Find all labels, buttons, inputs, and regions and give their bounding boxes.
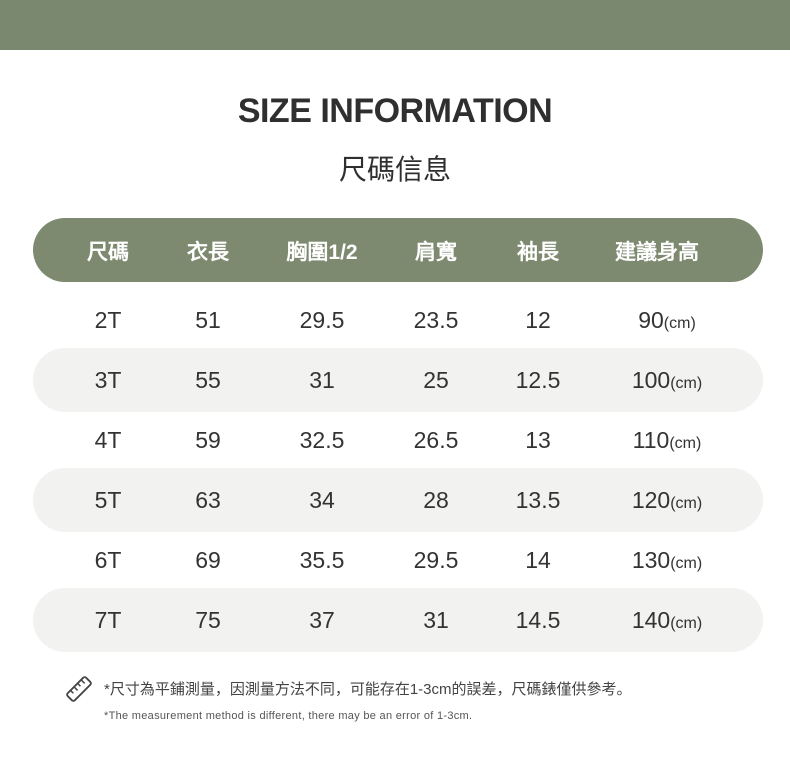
table-row: 3T 55 31 25 12.5 100(cm) [33, 348, 763, 412]
table-cell: 2T [95, 307, 122, 334]
table-cell: 31 [423, 607, 449, 634]
table-cell: 14 [525, 547, 551, 574]
cell-value: 55 [195, 367, 221, 393]
table-cell: 29.5 [414, 547, 459, 574]
cell-value: 31 [309, 367, 335, 393]
cell-value: 34 [309, 487, 335, 513]
table-cell: 34 [309, 487, 335, 514]
table-cell: 14.5 [516, 607, 561, 634]
table-cell: 7T [95, 607, 122, 634]
cell-value: 2T [94, 307, 122, 333]
unit-label: (cm) [670, 615, 703, 632]
cell-value: 130 [631, 547, 671, 573]
cell-value: 5T [94, 487, 122, 513]
cell-value: 12 [525, 307, 551, 333]
table-header: 尺碼 衣長 胸圍1/2 肩寬 袖長 建議身高 [33, 218, 763, 282]
table-cell: 25 [423, 367, 449, 394]
cell-value: 3T [94, 367, 122, 393]
column-header: 衣長 [187, 241, 229, 264]
measurement-note-en: *The measurement method is different, th… [104, 710, 473, 722]
table-cell: 140(cm) [632, 607, 702, 634]
cell-value: 37 [309, 607, 335, 633]
column-header: 肩寬 [415, 241, 457, 264]
cell-value: 13.5 [515, 487, 561, 513]
cell-value: 110 [632, 427, 670, 453]
table-cell: 59 [195, 427, 221, 454]
table-cell: 35.5 [300, 547, 345, 574]
table-cell: 55 [195, 367, 221, 394]
top-banner [0, 0, 790, 50]
table-cell: 12.5 [516, 367, 561, 394]
cell-value: 51 [195, 307, 221, 333]
cell-value: 63 [195, 487, 221, 513]
table-cell: 100(cm) [632, 367, 702, 394]
table-cell: 31 [309, 367, 335, 394]
cell-value: 12.5 [515, 367, 561, 393]
table-cell: 29.5 [300, 307, 345, 334]
page-subtitle: 尺碼信息 [338, 154, 451, 185]
cell-value: 14.5 [515, 607, 561, 633]
cell-value: 4T [94, 427, 122, 453]
table-cell: 6T [95, 547, 122, 574]
table-row: 6T 69 35.5 29.5 14 130(cm) [33, 528, 763, 592]
cell-value: 6T [94, 547, 122, 573]
table-cell: 69 [195, 547, 221, 574]
cell-value: 140 [631, 607, 671, 633]
ruler-icon [66, 676, 92, 702]
column-header: 胸圍1/2 [286, 241, 358, 264]
unit-label: (cm) [670, 495, 703, 512]
table-cell: 26.5 [414, 427, 459, 454]
table-cell: 28 [423, 487, 449, 514]
table-cell: 110(cm) [633, 427, 702, 454]
table-cell: 130(cm) [632, 547, 702, 574]
table-cell: 12 [525, 307, 551, 334]
cell-value: 25 [423, 367, 449, 393]
cell-value: 29.5 [413, 547, 459, 573]
table-cell: 75 [195, 607, 221, 634]
column-header: 袖長 [517, 241, 559, 264]
cell-value: 35.5 [299, 547, 345, 573]
cell-value: 14 [525, 547, 551, 573]
page-title: SIZE INFORMATION [237, 92, 553, 130]
cell-value: 26.5 [413, 427, 459, 453]
table-row: 2T 51 29.5 23.5 12 90(cm) [33, 288, 763, 352]
cell-value: 75 [195, 607, 221, 633]
table-cell: 32.5 [300, 427, 345, 454]
table-cell: 63 [195, 487, 221, 514]
unit-label: (cm) [670, 555, 703, 572]
column-header: 尺碼 [87, 241, 129, 264]
unit-label: (cm) [663, 315, 696, 332]
cell-value: 13 [525, 427, 551, 453]
cell-value: 90 [638, 307, 664, 333]
cell-value: 59 [195, 427, 221, 453]
cell-value: 100 [631, 367, 671, 393]
measurement-note-zh: *尺寸為平鋪測量，因測量方法不同，可能存在1-3cm的誤差，尺碼錶僅供參考。 [104, 681, 632, 698]
cell-value: 23.5 [413, 307, 459, 333]
table-cell: 13 [525, 427, 551, 454]
table-row: 5T 63 34 28 13.5 120(cm) [33, 468, 763, 532]
table-cell: 13.5 [516, 487, 561, 514]
cell-value: 69 [195, 547, 221, 573]
cell-value: 120 [631, 487, 671, 513]
table-row: 4T 59 32.5 26.5 13 110(cm) [33, 408, 763, 472]
table-cell: 5T [95, 487, 122, 514]
cell-value: 29.5 [299, 307, 345, 333]
table-cell: 37 [309, 607, 335, 634]
cell-value: 32.5 [299, 427, 345, 453]
unit-label: (cm) [670, 375, 703, 392]
column-header: 建議身高 [615, 241, 699, 264]
table-row: 7T 75 37 31 14.5 140(cm) [33, 588, 763, 652]
table-cell: 90(cm) [638, 307, 696, 334]
unit-label: (cm) [669, 435, 702, 452]
table-cell: 3T [95, 367, 122, 394]
cell-value: 7T [94, 607, 122, 633]
cell-value: 28 [423, 487, 449, 513]
cell-value: 31 [423, 607, 449, 633]
table-cell: 23.5 [414, 307, 459, 334]
table-cell: 4T [95, 427, 122, 454]
table-cell: 51 [195, 307, 221, 334]
table-cell: 120(cm) [632, 487, 702, 514]
